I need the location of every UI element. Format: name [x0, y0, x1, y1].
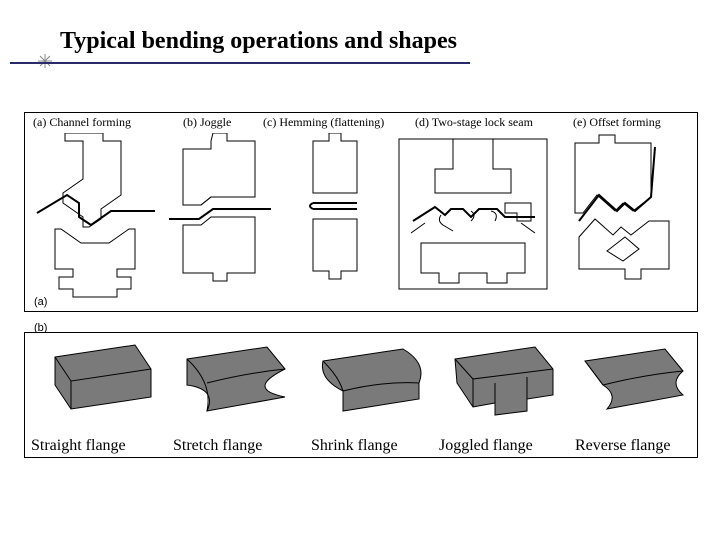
- op-label-hemming: (c) Hemming (flattening): [263, 115, 384, 130]
- flange-label-stretch: Stretch flange: [173, 437, 262, 455]
- op-label-channel: (a) Channel forming: [33, 115, 131, 130]
- diagram-channel-forming: [31, 133, 161, 305]
- panel-operations: (a) Channel forming (b) Joggle (c) Hemmi…: [24, 112, 698, 312]
- diagram-offset-forming: [559, 133, 691, 305]
- diagram-shrink-flange: [309, 339, 429, 429]
- flange-label-shrink: Shrink flange: [311, 437, 398, 455]
- diagram-reverse-flange: [573, 339, 691, 429]
- diagram-hemming: [283, 133, 387, 305]
- flange-label-joggled: Joggled flange: [439, 437, 533, 455]
- op-label-joggle: (b) Joggle: [183, 115, 231, 130]
- row-label-a: (a): [34, 296, 47, 308]
- flange-label-reverse: Reverse flange: [575, 437, 671, 455]
- op-label-lockseam: (d) Two-stage lock seam: [415, 115, 533, 130]
- diagram-stretch-flange: [173, 339, 293, 429]
- page-title: Typical bending operations and shapes: [60, 28, 457, 55]
- operation-labels-row: (a) Channel forming (b) Joggle (c) Hemmi…: [25, 115, 697, 133]
- title-rule: [10, 62, 470, 64]
- slide: Typical bending operations and shapes (a…: [0, 0, 720, 540]
- diagram-joggle: [165, 133, 275, 305]
- diagram-joggled-flange: [441, 339, 561, 429]
- bullet-icon: [38, 54, 52, 68]
- diagram-lock-seam: [393, 133, 553, 305]
- op-label-offset: (e) Offset forming: [573, 115, 661, 130]
- diagram-straight-flange: [39, 339, 159, 429]
- flange-label-straight: Straight flange: [31, 437, 126, 455]
- panel-flanges: Straight flange Stretch flange: [24, 332, 698, 458]
